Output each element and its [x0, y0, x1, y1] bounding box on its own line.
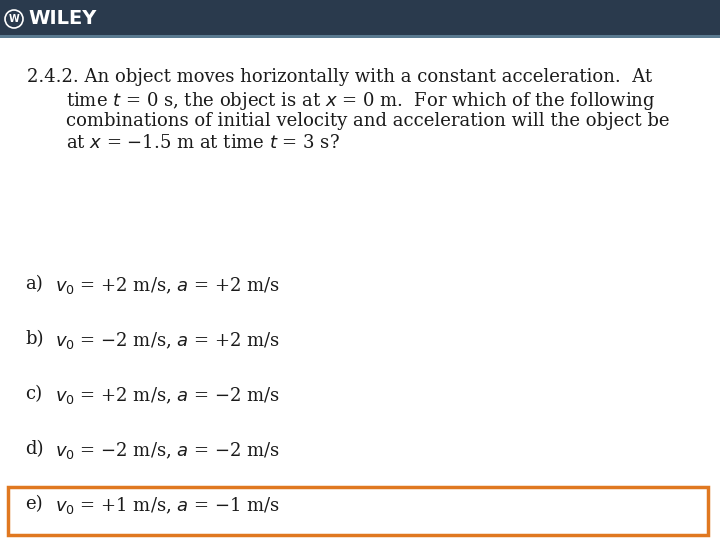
Text: a): a): [25, 275, 42, 293]
Text: $v_0$ = −2 m/s, $a$ = −2 m/s: $v_0$ = −2 m/s, $a$ = −2 m/s: [55, 440, 280, 461]
Text: e): e): [25, 495, 42, 513]
Text: W: W: [9, 14, 19, 24]
Text: time $t$ = 0 s, the object is at $x$ = 0 m.  For which of the following: time $t$ = 0 s, the object is at $x$ = 0…: [66, 90, 656, 112]
Text: at $x$ = −1.5 m at time $t$ = 3 s?: at $x$ = −1.5 m at time $t$ = 3 s?: [66, 134, 341, 152]
Text: combinations of initial velocity and acceleration will the object be: combinations of initial velocity and acc…: [66, 112, 670, 130]
Text: $v_0$ = −2 m/s, $a$ = +2 m/s: $v_0$ = −2 m/s, $a$ = +2 m/s: [55, 330, 280, 351]
Bar: [0, 35, 720, 38]
Bar: [0, 0, 720, 38]
Text: $v_0$ = +2 m/s, $a$ = +2 m/s: $v_0$ = +2 m/s, $a$ = +2 m/s: [55, 275, 280, 296]
Text: c): c): [25, 385, 42, 403]
Text: 2.4.2. An object moves horizontally with a constant acceleration.  At: 2.4.2. An object moves horizontally with…: [27, 68, 652, 86]
Text: d): d): [25, 440, 43, 458]
Text: b): b): [25, 330, 43, 348]
Text: WILEY: WILEY: [28, 10, 96, 29]
Text: $v_0$ = +2 m/s, $a$ = −2 m/s: $v_0$ = +2 m/s, $a$ = −2 m/s: [55, 385, 280, 406]
Text: $v_0$ = +1 m/s, $a$ = −1 m/s: $v_0$ = +1 m/s, $a$ = −1 m/s: [55, 495, 280, 516]
